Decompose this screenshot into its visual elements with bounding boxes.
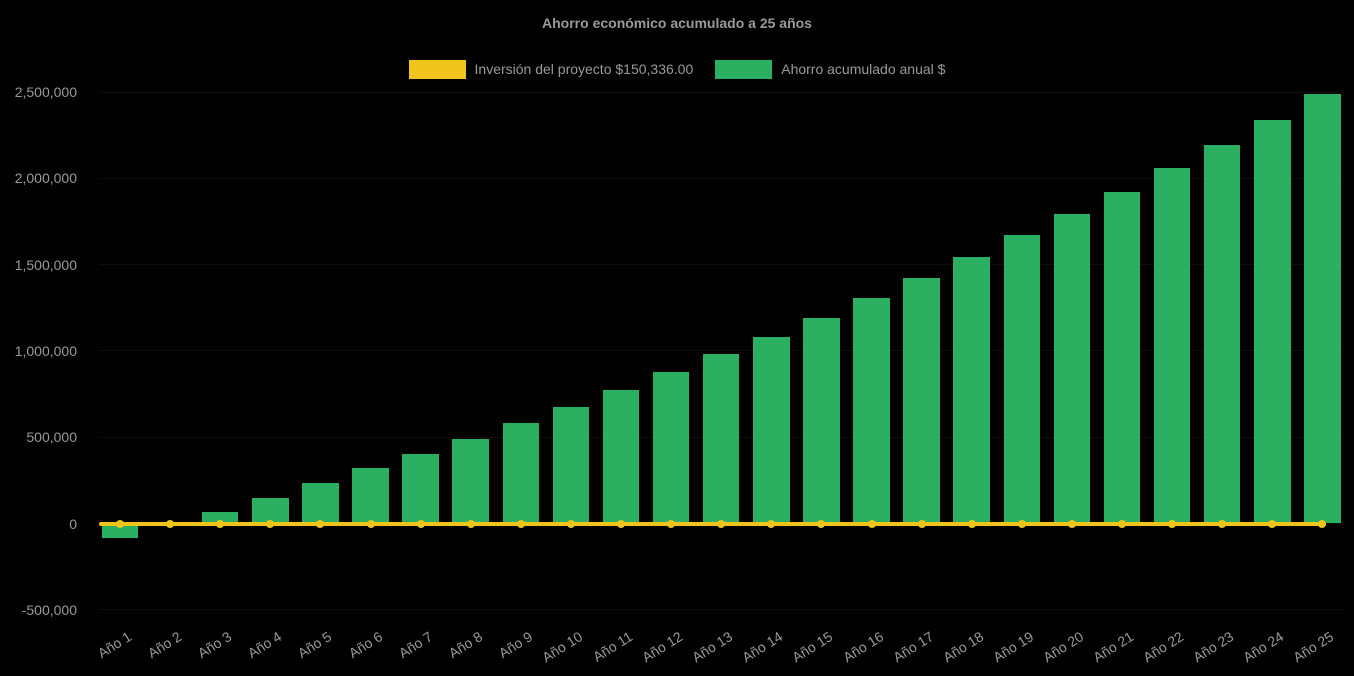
bar-ano-11[interactable] [602,389,640,524]
line-point-ano-21 [1118,519,1126,528]
bar-ano-9[interactable] [502,422,540,524]
bar-ano-17[interactable] [903,278,940,524]
x-axis-label-ano-9: Año 9 [495,628,536,662]
line-point-ano-23 [1218,519,1227,528]
x-axis-label-ano-2: Año 2 [144,628,185,662]
x-axis-label-ano-6: Año 6 [345,628,385,662]
bar-ano-3[interactable] [201,512,239,524]
line-point-ano-3 [216,519,225,528]
bar-ano-15[interactable] [803,318,840,524]
line-point-ano-16 [867,519,876,528]
bar-ano-23[interactable] [1203,144,1241,524]
line-point-ano-4 [266,519,275,528]
line-point-ano-10 [566,519,575,528]
x-axis-label-ano-24: Año 24 [1240,628,1287,666]
bar-ano-20[interactable] [1053,213,1091,524]
y-axis-tick-label: 0 [69,515,77,532]
x-axis-label-ano-17: Año 17 [889,628,936,666]
x-axis-label-ano-19: Año 19 [989,628,1037,666]
bar-ano-25[interactable] [1304,93,1341,524]
y-axis-tick-label: 2,500,000 [14,84,77,100]
x-axis-label-ano-23: Año 23 [1190,628,1237,666]
y-axis-tick-label: 2,000,000 [14,170,77,187]
bar-ano-21[interactable] [1103,192,1141,524]
bar-ano-6[interactable] [352,468,389,524]
x-axis-label-ano-18: Año 18 [939,628,986,666]
x-axis-label-ano-4: Año 4 [245,628,285,662]
x-axis-label-ano-25: Año 25 [1290,628,1337,666]
legend-item-investment[interactable]: Inversión del proyecto $150,336.00 [408,59,694,79]
bar-ano-12[interactable] [652,372,690,524]
x-axis-label-ano-13: Año 13 [689,628,736,666]
line-point-ano-20 [1067,519,1076,528]
x-axis-label-ano-10: Año 10 [539,628,586,666]
y-axis-tick-label: 1,000,000 [14,342,77,359]
gridline-2,500,000 [99,91,1345,93]
bar-ano-5[interactable] [302,482,339,524]
x-axis-label-ano-16: Año 16 [839,628,886,666]
line-point-ano-12 [667,519,676,528]
gridline-1,500,000 [99,264,1345,266]
y-axis-tick-label: 1,500,000 [14,256,77,273]
x-axis-label-ano-21: Año 21 [1090,628,1137,666]
line-point-ano-18 [967,519,976,528]
x-axis-label-ano-12: Año 12 [639,628,686,666]
line-point-ano-9 [516,519,525,528]
legend-item-savings[interactable]: Ahorro acumulado anual $ [715,59,946,79]
line-point-ano-24 [1268,519,1277,528]
x-axis-label-ano-7: Año 7 [395,628,435,662]
y-axis-tick-label: -500,000 [21,601,77,618]
bar-ano-7[interactable] [402,453,439,524]
legend-label-investment: Inversión del proyecto $150,336.00 [474,61,694,77]
x-axis-label-ano-14: Año 14 [739,628,786,666]
line-point-ano-25 [1318,519,1327,528]
line-point-ano-8 [466,519,475,528]
line-point-ano-11 [617,519,625,528]
bar-ano-10[interactable] [552,406,590,524]
line-point-ano-22 [1168,519,1177,528]
bar-ano-1[interactable] [101,523,139,539]
chart-title: Ahorro económico acumulado a 25 años [542,15,812,31]
bar-ano-8[interactable] [452,438,489,524]
line-point-ano-1 [116,519,124,528]
bar-ano-13[interactable] [702,354,740,524]
y-axis-tick-label: 500,000 [26,429,77,446]
bar-ano-16[interactable] [853,298,890,524]
bar-ano-4[interactable] [252,497,289,524]
line-point-ano-7 [416,519,425,528]
x-axis-label-ano-3: Año 3 [194,628,235,662]
x-axis-label-ano-22: Año 22 [1140,628,1187,666]
legend-swatch-savings [715,59,773,79]
x-axis-label-ano-15: Año 15 [789,628,836,666]
line-point-ano-2 [166,519,175,528]
x-axis-label-ano-11: Año 11 [590,628,636,665]
bar-ano-18[interactable] [953,256,990,524]
bar-ano-14[interactable] [753,337,790,524]
line-point-ano-15 [817,519,826,528]
legend: Inversión del proyecto $150,336.00 Ahorr… [0,58,1354,80]
legend-label-savings: Ahorro acumulado anual $ [781,61,946,77]
line-point-ano-13 [717,519,726,528]
x-axis-label-ano-1: Año 1 [94,628,135,662]
gridline-2,000,000 [99,177,1345,179]
line-point-ano-14 [767,519,776,528]
legend-swatch-investment [408,59,466,79]
investment-line [99,521,1327,526]
line-point-ano-5 [316,519,325,528]
x-axis-label-ano-5: Año 5 [295,628,335,662]
bar-ano-22[interactable] [1153,167,1191,524]
line-point-ano-17 [917,519,926,528]
gridline-1,000,000 [99,350,1345,352]
bar-ano-24[interactable] [1254,119,1291,524]
line-point-ano-19 [1017,519,1026,528]
line-point-ano-6 [366,519,375,528]
gridline--500,000 [99,609,1345,611]
x-axis-label-ano-8: Año 8 [445,628,485,662]
bar-ano-19[interactable] [1003,235,1041,524]
x-axis-label-ano-20: Año 20 [1040,628,1087,666]
